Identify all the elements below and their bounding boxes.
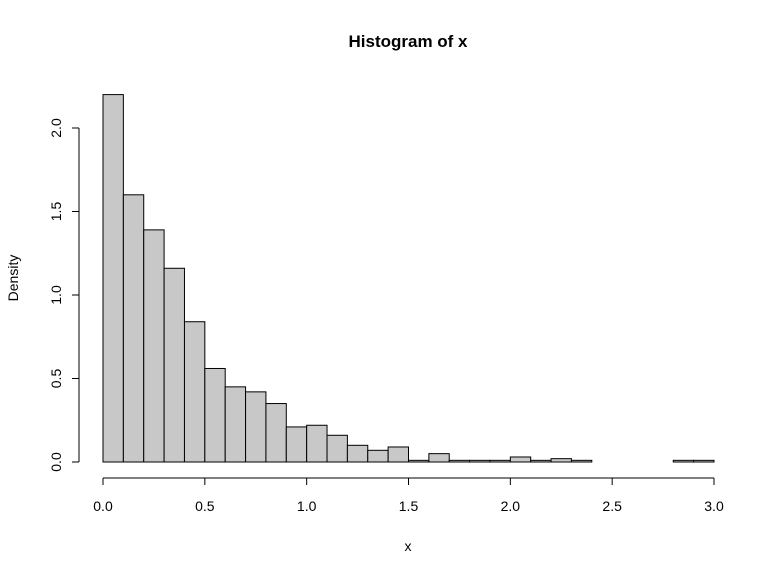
histogram-bar: [509, 456, 532, 463]
x-tick-label: 1.5: [399, 498, 419, 514]
x-tick-label: 2.5: [602, 498, 622, 514]
x-tick-label: 0.0: [93, 498, 113, 514]
chart-title: Histogram of x: [348, 32, 468, 51]
x-tick-label: 1.0: [297, 498, 317, 514]
histogram-bar: [408, 459, 430, 463]
histogram-bar: [428, 453, 450, 463]
histogram-bar: [183, 321, 206, 463]
y-tick-label: 0.0: [48, 452, 64, 472]
histogram-bar: [122, 194, 145, 463]
histogram-bar: [326, 434, 348, 463]
histogram-bar: [265, 403, 287, 463]
histogram-bar: [672, 459, 695, 463]
x-tick-label: 3.0: [704, 498, 724, 514]
x-axis: 0.0 0.5 1.0 1.5 2.0 2.5 3.0: [93, 477, 724, 514]
histogram-bar: [367, 449, 389, 463]
histogram-bar: [469, 459, 491, 463]
x-tick-label: 0.5: [195, 498, 215, 514]
y-axis: 0.0 0.5 1.0 1.5 2.0: [48, 118, 80, 472]
histogram-bar: [346, 444, 369, 463]
histogram-bar: [448, 459, 471, 463]
histogram-bar: [570, 459, 593, 463]
histogram-bar: [163, 267, 185, 463]
histogram-bar: [102, 94, 124, 463]
bars-group: [102, 94, 715, 463]
histogram-bar: [387, 446, 409, 463]
histogram-bar: [693, 459, 715, 463]
histogram-bar: [285, 426, 308, 463]
y-tick-label: 0.5: [48, 369, 64, 389]
histogram-bar: [143, 229, 165, 463]
y-tick-label: 1.0: [48, 285, 64, 305]
histogram-bar: [224, 386, 247, 463]
histogram-bar: [306, 424, 328, 463]
y-tick-label: 2.0: [48, 118, 64, 138]
x-tick-label: 2.0: [501, 498, 521, 514]
histogram-bar: [489, 459, 511, 463]
histogram-bar: [550, 458, 572, 463]
histogram-bar: [245, 391, 267, 463]
histogram-bar: [204, 367, 226, 463]
y-axis-label: Density: [5, 255, 21, 302]
histogram-bar: [530, 459, 552, 463]
x-axis-label: x: [405, 538, 412, 554]
y-tick-label: 1.5: [48, 202, 64, 222]
